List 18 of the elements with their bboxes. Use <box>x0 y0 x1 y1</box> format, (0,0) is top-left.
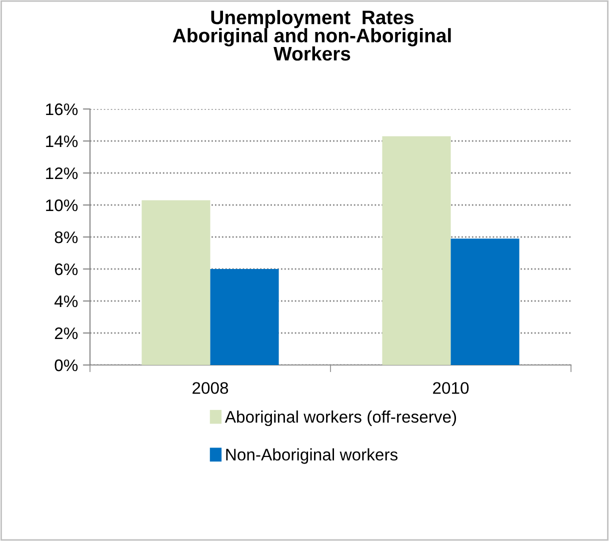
bar <box>382 136 451 365</box>
y-tick-label: 16% <box>46 103 78 116</box>
y-tick-label: 10% <box>46 199 78 212</box>
y-tick-label: 14% <box>46 135 78 148</box>
y-tick-label: 6% <box>54 263 78 276</box>
x-tick-label: 2008 <box>192 382 228 394</box>
bar <box>142 200 210 365</box>
y-tick-label: 2% <box>54 327 78 340</box>
legend-label: Non-Aboriginal workers <box>226 448 398 464</box>
y-tick-label: 12% <box>46 167 78 180</box>
chart-title: Unemployment Rates Aboriginal and non-Aboriginal Workers <box>172 10 451 61</box>
x-tick-label: 2010 <box>433 382 469 394</box>
y-tick-label: 8% <box>54 231 78 244</box>
bar <box>210 269 279 365</box>
bar <box>450 238 520 365</box>
legend-label: Aboriginal workers (off-reserve) <box>224 410 456 426</box>
y-tick-label: 4% <box>54 295 78 308</box>
y-tick-label: 0% <box>54 359 78 372</box>
